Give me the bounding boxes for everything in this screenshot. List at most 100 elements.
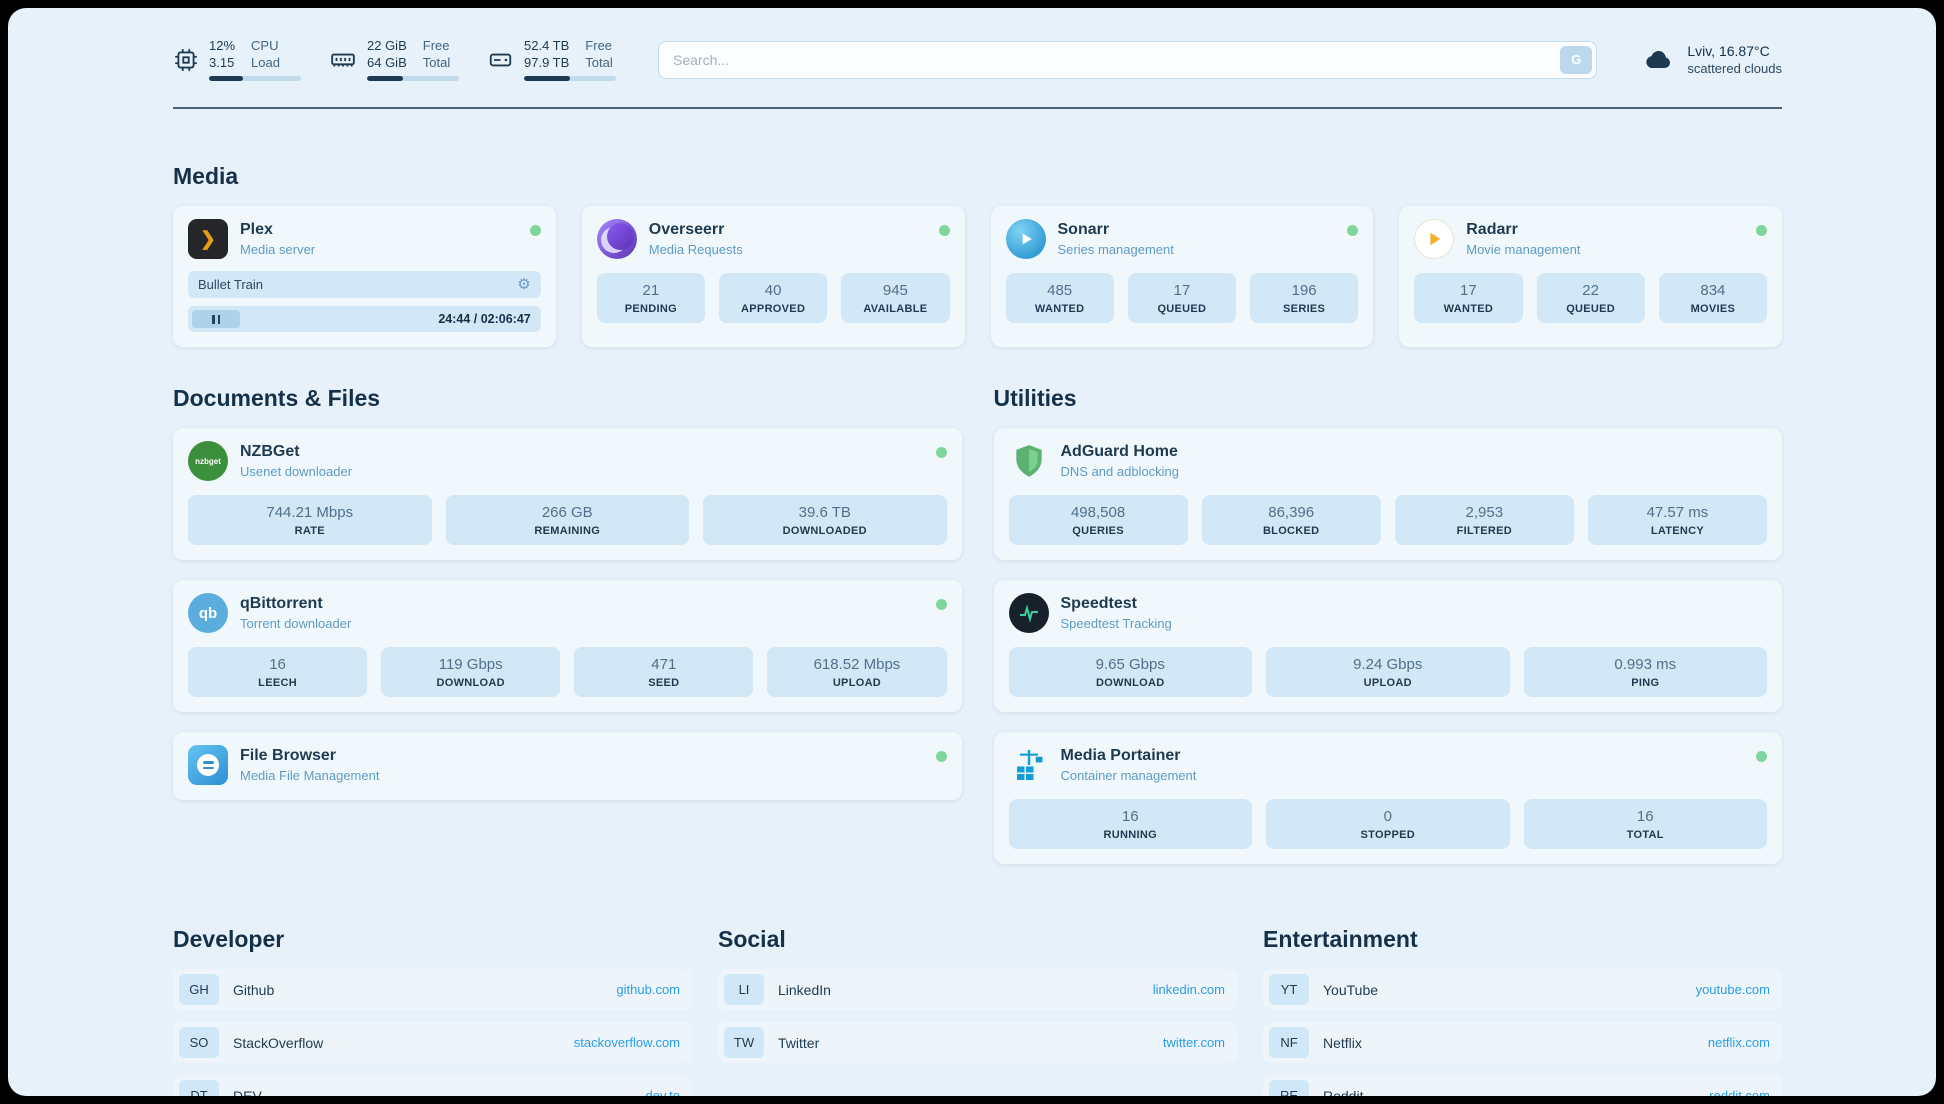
bookmark-github[interactable]: GH Github github.com xyxy=(173,969,692,1010)
service-name: Radarr xyxy=(1466,221,1518,238)
bookmark-dev[interactable]: DT DEV dev.to xyxy=(173,1075,692,1096)
stat-value: 485 xyxy=(1047,282,1073,299)
service-name: AdGuard Home xyxy=(1060,443,1178,460)
pause-button[interactable] xyxy=(192,310,240,328)
resource-widgets: 12% 3.15 CPU Load xyxy=(173,38,616,81)
gear-icon[interactable]: ⚙ xyxy=(517,276,531,293)
service-description: Speedtest Tracking xyxy=(1060,616,1172,631)
stat-box: 744.21 Mbps RATE xyxy=(188,495,432,545)
bookmark-netflix[interactable]: NF Netflix netflix.com xyxy=(1263,1022,1782,1063)
disk-total-value: 97.9 TB xyxy=(524,55,570,70)
service-description: Media Requests xyxy=(648,242,743,257)
cpu-value: 12% xyxy=(209,38,236,53)
stat-box: 485 WANTED xyxy=(1005,273,1114,323)
bookmark-stackoverflow[interactable]: SO StackOverflow stackoverflow.com xyxy=(173,1022,692,1063)
service-card-nzbget[interactable]: nzbget NZBGet Usenet downloader 744.21 M… xyxy=(173,428,962,560)
service-card-speedtest[interactable]: Speedtest Speedtest Tracking 9.65 Gbps D… xyxy=(993,580,1782,712)
stat-value: 16 xyxy=(1121,808,1139,825)
service-card-sonarr[interactable]: Sonarr Series management 485 WANTED 17 Q… xyxy=(990,206,1374,347)
disk-progress-track xyxy=(524,76,616,81)
bookmark-abbr: RE xyxy=(1269,1080,1309,1096)
status-dot xyxy=(935,447,947,458)
bookmark-linkedin[interactable]: LI LinkedIn linkedin.com xyxy=(718,969,1237,1010)
stat-label: WANTED xyxy=(1034,303,1085,315)
now-playing-title-bar: Bullet Train ⚙ xyxy=(188,271,541,298)
service-card-radarr[interactable]: Radarr Movie management 17 WANTED 22 QUE… xyxy=(1399,206,1782,347)
bookmark-youtube[interactable]: YT YouTube youtube.com xyxy=(1263,969,1782,1010)
bookmark-link[interactable]: stackoverflow.com xyxy=(573,1035,680,1050)
qbittorrent-glyph: qb xyxy=(198,604,218,622)
cpu-label: CPU xyxy=(251,38,279,53)
status-dot xyxy=(529,225,541,236)
service-description: Media File Management xyxy=(240,768,380,783)
stat-box: 119 Gbps DOWNLOAD xyxy=(381,647,561,697)
now-playing-time: 24:44 / 02:06:47 xyxy=(438,312,531,326)
section-entertainment: Entertainment YT YouTube youtube.com NF … xyxy=(1263,926,1782,1096)
stat-value: 9.65 Gbps xyxy=(1095,656,1165,673)
stat-value: 498,508 xyxy=(1070,504,1126,521)
memory-icon xyxy=(331,53,355,66)
bookmark-link[interactable]: youtube.com xyxy=(1695,982,1770,997)
stat-box: 21 PENDING xyxy=(596,273,705,323)
stat-label: PING xyxy=(1631,677,1660,689)
bookmark-name: LinkedIn xyxy=(778,981,831,998)
search-input[interactable] xyxy=(658,40,1598,79)
stat-value: 17 xyxy=(1460,282,1477,299)
group-title-social: Social xyxy=(718,926,786,952)
disk-icon xyxy=(489,53,512,66)
stat-value: 0 xyxy=(1383,808,1392,825)
disk-total-label: Total xyxy=(585,55,613,70)
status-dot xyxy=(1756,225,1767,236)
bookmark-link[interactable]: linkedin.com xyxy=(1152,982,1225,997)
service-card-adguard[interactable]: AdGuard Home DNS and adblocking 498,508 … xyxy=(993,428,1782,560)
group-title-utilities: Utilities xyxy=(993,385,1077,411)
service-name: File Browser xyxy=(240,747,337,764)
stat-label: SEED xyxy=(648,677,680,689)
stat-box: 0.993 ms PING xyxy=(1523,647,1767,697)
service-name: Media Portainer xyxy=(1060,747,1181,764)
stat-value: 266 GB xyxy=(541,504,593,521)
stat-value: 17 xyxy=(1173,282,1191,299)
bookmark-link[interactable]: dev.to xyxy=(645,1088,680,1096)
stat-box: 17 WANTED xyxy=(1414,273,1523,323)
memory-progress-fill xyxy=(367,76,403,81)
stat-label: AVAILABLE xyxy=(863,303,928,315)
adguard-icon xyxy=(1009,441,1049,481)
bookmark-twitter[interactable]: TW Twitter twitter.com xyxy=(718,1022,1237,1063)
cpu-progress-track xyxy=(209,76,301,81)
service-card-qbittorrent[interactable]: qb qBittorrent Torrent downloader 16 LEE… xyxy=(173,580,962,712)
stat-box: 834 MOVIES xyxy=(1658,273,1767,323)
cpu-load-value: 3.15 xyxy=(209,55,235,70)
bookmark-link[interactable]: github.com xyxy=(616,982,680,997)
stat-box: 86,396 BLOCKED xyxy=(1201,495,1381,545)
bookmark-abbr: NF xyxy=(1269,1027,1309,1058)
section-documents: Documents & Files nzbget NZBGet Usenet d… xyxy=(173,385,962,864)
stat-value: 119 Gbps xyxy=(438,656,503,673)
bookmark-abbr: TW xyxy=(724,1027,764,1058)
service-card-plex[interactable]: ❯ Plex Media server Bullet Train ⚙ 24:44 xyxy=(173,206,556,347)
service-card-overseerr[interactable]: Overseerr Media Requests 21 PENDING 40 A… xyxy=(581,206,965,347)
service-card-portainer[interactable]: Media Portainer Container management 16 … xyxy=(993,732,1782,864)
group-title-documents: Documents & Files xyxy=(173,385,381,411)
stat-box: 471 SEED xyxy=(574,647,754,697)
stat-value: 945 xyxy=(882,282,908,299)
memory-total-label: Total xyxy=(422,55,451,70)
stat-value: 39.6 TB xyxy=(798,504,851,521)
bookmark-link[interactable]: netflix.com xyxy=(1707,1035,1770,1050)
stat-label: LEECH xyxy=(258,677,297,689)
weather-widget: Lviv, 16.87°C scattered clouds xyxy=(1639,43,1782,76)
qbittorrent-icon: qb xyxy=(188,593,228,633)
bookmark-link[interactable]: reddit.com xyxy=(1709,1088,1770,1096)
stat-box: 0 STOPPED xyxy=(1266,799,1510,849)
cpu-widget: 12% 3.15 CPU Load xyxy=(173,38,301,81)
radarr-icon xyxy=(1414,219,1455,259)
bookmark-reddit[interactable]: RE Reddit reddit.com xyxy=(1263,1075,1782,1096)
stat-box: 16 LEECH xyxy=(188,647,368,697)
stat-label: QUEUED xyxy=(1157,303,1207,315)
search-engine-button[interactable]: G xyxy=(1560,45,1593,74)
service-card-filebrowser[interactable]: File Browser Media File Management xyxy=(173,732,962,800)
service-name: Overseerr xyxy=(648,221,725,238)
bookmark-name: DEV xyxy=(233,1087,262,1097)
bookmark-link[interactable]: twitter.com xyxy=(1162,1035,1225,1050)
weather-condition: scattered clouds xyxy=(1687,61,1782,76)
